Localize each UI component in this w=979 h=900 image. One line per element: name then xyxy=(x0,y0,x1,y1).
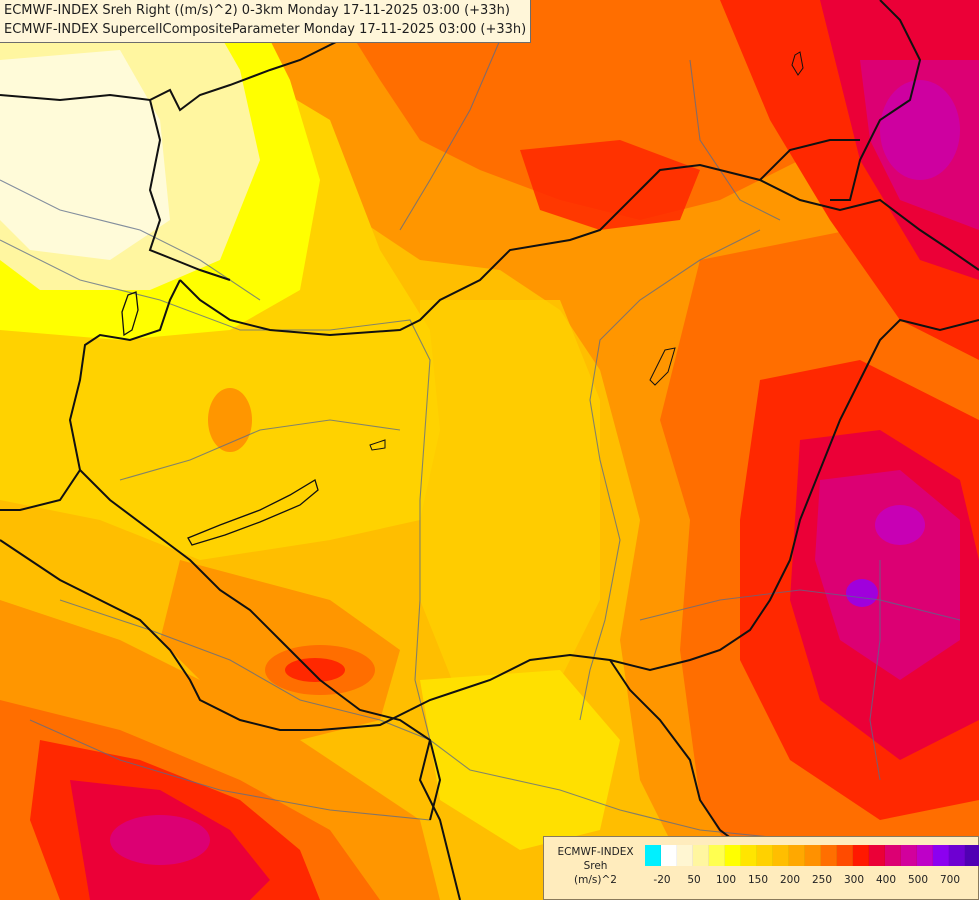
lake-neusiedl xyxy=(121,291,139,337)
legend-swatches xyxy=(645,845,979,866)
legend-swatch xyxy=(709,845,725,866)
legend-title: ECMWF-INDEX Sreh (m/s)^2 xyxy=(544,845,647,887)
lake-small-1 xyxy=(369,439,386,451)
border-si-hr xyxy=(0,539,411,731)
border-hu-ro xyxy=(409,318,979,711)
river-west xyxy=(0,179,261,301)
legend-swatch xyxy=(725,845,741,866)
legend-tick-label: 500 xyxy=(907,874,929,886)
border-hr-rs xyxy=(418,739,461,900)
legend-swatch xyxy=(949,845,965,866)
river-sava xyxy=(29,719,431,821)
color-legend: ECMWF-INDEX Sreh (m/s)^2 -20 50 100 150 200 2… xyxy=(543,836,979,900)
field-violet-spot xyxy=(846,579,878,607)
legend-ticks: -20 50 100 150 200 250 300 400 500 700 xyxy=(642,874,974,888)
field-gold-center xyxy=(420,300,600,700)
border-cz-at xyxy=(148,99,231,281)
legend-tick-label: 400 xyxy=(875,874,897,886)
border-ua-ro xyxy=(830,0,922,201)
legend-swatch xyxy=(645,845,661,866)
river-olt xyxy=(869,560,881,781)
field-pale-northwest xyxy=(0,50,170,260)
legend-line-3: (m/s)^2 xyxy=(574,874,617,886)
river-mures xyxy=(639,589,961,621)
legend-swatch xyxy=(901,845,917,866)
field-magenta-southwest xyxy=(110,815,210,865)
title-line-2: ECMWF-INDEX SupercellCompositeParameter … xyxy=(4,22,527,37)
legend-swatch xyxy=(741,845,757,866)
lake-balaton xyxy=(187,479,319,546)
legend-tick-label: 300 xyxy=(843,874,865,886)
legend-swatch xyxy=(677,845,693,866)
legend-tick-label: 100 xyxy=(715,874,737,886)
legend-swatch xyxy=(965,845,979,866)
legend-swatch xyxy=(757,845,773,866)
legend-swatch xyxy=(693,845,709,866)
legend-line-2: Sreh xyxy=(583,860,608,872)
river-raab xyxy=(119,419,401,481)
legend-swatch xyxy=(885,845,901,866)
field-purple-northeast xyxy=(880,80,960,180)
river-danube xyxy=(0,239,801,841)
legend-swatch xyxy=(933,845,949,866)
field-red-north xyxy=(520,140,700,230)
legend-line-1: ECMWF-INDEX xyxy=(557,846,634,858)
legend-tick-label: 700 xyxy=(939,874,961,886)
chart-title-box: ECMWF-INDEX Sreh Right ((m/s)^2) 0-3km M… xyxy=(0,0,531,43)
legend-swatch xyxy=(821,845,837,866)
lake-small-3 xyxy=(649,347,676,386)
border-sk-ua xyxy=(759,139,860,181)
legend-swatch xyxy=(853,845,869,866)
title-line-1: ECMWF-INDEX Sreh Right ((m/s)^2) 0-3km M… xyxy=(4,3,510,18)
legend-tick-label: 200 xyxy=(779,874,801,886)
field-purple-spot xyxy=(875,505,925,545)
rivers xyxy=(0,39,961,841)
river-north xyxy=(399,39,501,231)
legend-swatch xyxy=(773,845,789,866)
border-at-hu xyxy=(0,279,181,511)
legend-swatch xyxy=(837,845,853,866)
legend-swatch xyxy=(805,845,821,866)
field-orange-west-blob xyxy=(208,388,252,452)
border-sk-hu xyxy=(179,163,979,337)
legend-tick-label: 150 xyxy=(747,874,769,886)
river-drava xyxy=(59,599,431,741)
field-gold-south xyxy=(420,670,620,850)
lake-small-2 xyxy=(791,51,804,76)
legend-swatch xyxy=(661,845,677,866)
legend-tick-label: -20 xyxy=(653,874,671,886)
legend-swatch xyxy=(917,845,933,866)
legend-tick-label: 250 xyxy=(811,874,833,886)
legend-swatch xyxy=(789,845,805,866)
field-red-spot xyxy=(285,658,345,682)
river-tisza xyxy=(579,229,761,721)
legend-swatch xyxy=(869,845,885,866)
legend-tick-label: 50 xyxy=(687,874,701,886)
